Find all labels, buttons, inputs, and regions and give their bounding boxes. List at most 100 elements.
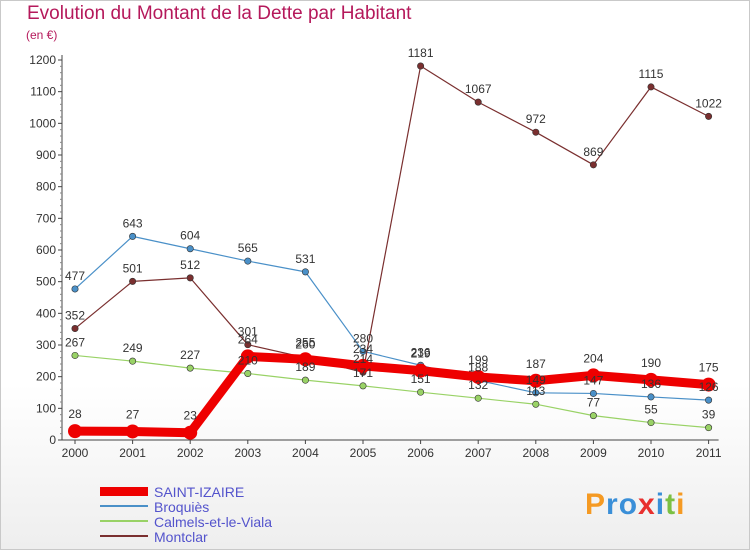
logo-letter: i (655, 488, 666, 521)
data-point-saint-izaire (68, 424, 82, 439)
legend-swatch (100, 520, 148, 522)
y-tick-label: 1200 (29, 53, 56, 67)
data-point-broqui-s (532, 389, 540, 397)
data-point-broqui-s (301, 268, 309, 276)
x-tick-label: 2003 (234, 446, 261, 460)
data-label-saint-izaire: 219 (411, 347, 431, 361)
data-label-calmels-et-le-viala: 77 (587, 396, 601, 410)
data-label-montclar: 972 (526, 112, 546, 126)
legend-label: Broquiès (154, 499, 210, 515)
series-line-calmels-et-le-viala (74, 354, 709, 429)
data-label-calmels-et-le-viala: 210 (238, 354, 258, 368)
data-label-broqui-s: 136 (641, 377, 661, 391)
data-label-broqui-s: 604 (180, 229, 200, 243)
data-point-montclar (532, 128, 540, 136)
data-label-montclar: 352 (65, 309, 85, 323)
logo-letter: P (585, 488, 607, 521)
data-point-calmels-et-le-viala (705, 424, 713, 432)
data-label-broqui-s: 477 (65, 269, 85, 283)
chart-title: Evolution du Montant de la Dette par Hab… (27, 3, 412, 24)
logo-letter: o (618, 488, 639, 521)
legend-swatch (100, 505, 148, 507)
data-label-calmels-et-le-viala: 249 (123, 341, 143, 355)
data-label-saint-izaire: 264 (238, 332, 258, 346)
legend-swatch (100, 535, 148, 537)
data-point-calmels-et-le-viala (647, 419, 655, 427)
y-tick-label: 100 (36, 401, 56, 415)
data-label-broqui-s: 149 (526, 373, 546, 387)
y-tick-label: 500 (36, 275, 56, 289)
data-label-calmels-et-le-viala: 267 (65, 335, 85, 349)
data-point-montclar (647, 83, 655, 91)
data-point-montclar (71, 325, 79, 333)
data-point-saint-izaire (356, 358, 370, 373)
data-label-saint-izaire: 199 (468, 353, 488, 367)
data-point-broqui-s (244, 257, 252, 265)
x-tick-label: 2005 (350, 446, 377, 460)
x-tick-label: 2008 (522, 446, 549, 460)
logo-letter: i (676, 488, 686, 521)
data-point-saint-izaire (701, 377, 716, 392)
data-point-montclar (129, 277, 137, 285)
data-label-broqui-s: 280 (353, 331, 373, 345)
x-tick-label: 2002 (177, 446, 204, 460)
y-tick-label: 0 (49, 433, 56, 447)
data-point-montclar (244, 341, 252, 349)
data-point-broqui-s (129, 232, 137, 240)
data-point-saint-izaire (586, 368, 601, 383)
data-label-calmels-et-le-viala: 151 (411, 372, 431, 386)
data-point-broqui-s (705, 396, 713, 404)
data-label-broqui-s: 565 (238, 241, 258, 255)
data-point-calmels-et-le-viala (129, 357, 137, 365)
legend-label: SAINT-IZAIRE (154, 484, 245, 500)
data-point-saint-izaire (413, 363, 428, 378)
data-point-saint-izaire (240, 349, 255, 364)
data-label-montclar: 1067 (465, 82, 492, 96)
data-label-calmels-et-le-viala: 55 (644, 403, 658, 417)
data-label-calmels-et-le-viala: 227 (180, 348, 200, 362)
data-point-calmels-et-le-viala (474, 394, 482, 402)
data-label-calmels-et-le-viala: 39 (702, 408, 716, 422)
data-label-calmels-et-le-viala: 171 (353, 366, 373, 380)
data-label-saint-izaire: 234 (353, 342, 373, 356)
data-label-montclar: 1115 (639, 67, 664, 81)
x-tick-label: 2001 (119, 446, 146, 460)
data-point-broqui-s (647, 393, 655, 401)
axes: 0 100 200 300 400 500 600 700 800 900 1000 1100 1200… (29, 53, 722, 460)
y-tick-label: 700 (36, 211, 56, 225)
y-tick-label: 300 (36, 338, 56, 352)
data-point-broqui-s (589, 389, 597, 397)
logo-letter: x (638, 488, 656, 521)
data-point-saint-izaire (528, 373, 543, 388)
y-tick-label: 600 (36, 243, 56, 257)
data-label-saint-izaire: 23 (184, 409, 198, 423)
data-label-calmels-et-le-viala: 189 (295, 360, 315, 374)
data-point-broqui-s (359, 347, 367, 355)
data-label-broqui-s: 188 (468, 360, 488, 374)
data-label-saint-izaire: 175 (699, 361, 719, 375)
series-line-saint-izaire (74, 351, 709, 438)
data-point-saint-izaire (298, 352, 313, 367)
data-point-calmels-et-le-viala (359, 382, 367, 390)
data-point-saint-izaire (125, 424, 140, 439)
data-label-saint-izaire: 27 (126, 407, 140, 421)
x-tick-label: 2009 (580, 446, 607, 460)
x-tick-label: 2011 (696, 446, 722, 460)
unit-label: (en €) (26, 28, 58, 42)
x-tick-label: 2007 (465, 446, 492, 460)
data-label-montclar: 260 (295, 338, 315, 352)
data-point-montclar (186, 274, 194, 282)
series-layer (68, 62, 716, 440)
y-tick-label: 200 (36, 370, 56, 384)
y-tick-label: 400 (36, 306, 56, 320)
data-label-saint-izaire: 187 (526, 357, 546, 371)
proxiti-logo: Proxiti (585, 488, 685, 522)
x-tick-label: 2006 (407, 446, 434, 460)
data-label-broqui-s: 126 (699, 380, 719, 394)
data-label-montclar: 869 (583, 145, 603, 159)
data-label-montclar: 1022 (695, 96, 722, 110)
data-label-montclar: 214 (353, 352, 373, 366)
data-label-montclar: 301 (238, 325, 258, 339)
data-point-saint-izaire (644, 372, 658, 387)
